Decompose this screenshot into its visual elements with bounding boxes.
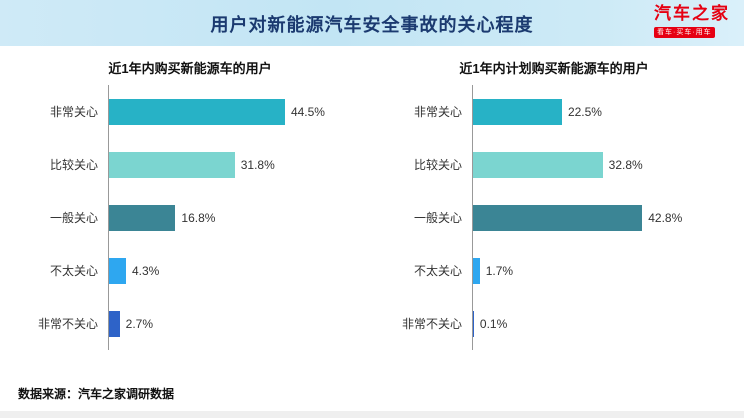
bar-track: 2.7% <box>108 297 366 350</box>
chart-row: 非常关心 22.5% <box>378 85 730 138</box>
bar <box>109 204 176 231</box>
chart-row: 比较关心 32.8% <box>378 138 730 191</box>
value-label: 22.5% <box>567 104 602 119</box>
bar-track: 1.7% <box>472 244 730 297</box>
bottom-strip <box>0 411 744 418</box>
charts-section: 近1年内购买新能源车的用户 非常关心 44.5% 比较关心 31.8% 一般关心 16.8… <box>0 46 744 350</box>
category-label: 不太关心 <box>413 264 462 278</box>
header: 用户对新能源汽车安全事故的关心程度 汽车之家 看车·买车·用车 <box>0 0 744 46</box>
chart-row: 一般关心 42.8% <box>378 191 730 244</box>
chart-row: 不太关心 1.7% <box>378 244 730 297</box>
chart-row: 一般关心 16.8% <box>14 191 366 244</box>
category-label: 一般关心 <box>413 211 462 225</box>
chart-row: 非常关心 44.5% <box>14 85 366 138</box>
category-label: 一般关心 <box>49 211 98 225</box>
chart-row: 非常不关心 0.1% <box>378 297 730 350</box>
chart-row: 比较关心 31.8% <box>14 138 366 191</box>
bar-track: 44.5% <box>108 85 366 138</box>
logo: 汽车之家 看车·买车·用车 <box>654 5 730 38</box>
bar <box>473 98 562 125</box>
category-label: 不太关心 <box>49 264 98 278</box>
brand-text: 汽车之家 <box>654 4 730 23</box>
bar-track: 4.3% <box>108 244 366 297</box>
category-label: 比较关心 <box>413 158 462 172</box>
bar <box>473 257 480 284</box>
category-label: 非常关心 <box>49 105 98 119</box>
value-label: 42.8% <box>648 210 683 225</box>
chart-row: 不太关心 4.3% <box>14 244 366 297</box>
brand-tagline: 看车·买车·用车 <box>654 27 715 38</box>
chart-title: 近1年内计划购买新能源车的用户 <box>459 61 649 76</box>
category-label: 非常不关心 <box>37 317 98 331</box>
bar <box>473 151 603 178</box>
bar <box>473 310 474 337</box>
bar <box>109 151 235 178</box>
chart-title: 近1年内购买新能源车的用户 <box>108 61 272 76</box>
chart-purchased-users: 近1年内购买新能源车的用户 非常关心 44.5% 比较关心 31.8% 一般关心 16.8… <box>8 58 372 350</box>
category-label: 比较关心 <box>49 158 98 172</box>
chart-planned-users: 近1年内计划购买新能源车的用户 非常关心 22.5% 比较关心 32.8% 一般关心 42… <box>372 58 736 350</box>
bar-track: 31.8% <box>108 138 366 191</box>
value-label: 1.7% <box>485 263 514 278</box>
value-label: 2.7% <box>125 316 154 331</box>
chart-row: 非常不关心 2.7% <box>14 297 366 350</box>
chart-rows: 非常关心 22.5% 比较关心 32.8% 一般关心 42.8% 不太关心 1.7% 非常不关心… <box>378 85 730 350</box>
bar-track: 0.1% <box>472 297 730 350</box>
category-label: 非常关心 <box>413 105 462 119</box>
category-label: 非常不关心 <box>401 317 462 331</box>
bar <box>109 98 285 125</box>
value-label: 32.8% <box>608 157 643 172</box>
bar-track: 32.8% <box>472 138 730 191</box>
bar <box>109 310 120 337</box>
bar-track: 22.5% <box>472 85 730 138</box>
value-label: 31.8% <box>240 157 275 172</box>
value-label: 0.1% <box>479 316 508 331</box>
value-label: 4.3% <box>132 263 160 278</box>
bar <box>473 204 643 231</box>
page-title: 用户对新能源汽车安全事故的关心程度 <box>210 15 534 35</box>
data-source-note: 数据来源：汽车之家调研数据 <box>18 387 175 401</box>
chart-rows: 非常关心 44.5% 比较关心 31.8% 一般关心 16.8% 不太关心 4.3% 非常不关心… <box>14 85 366 350</box>
bar <box>109 257 126 284</box>
value-label: 16.8% <box>181 210 216 225</box>
bar-track: 16.8% <box>108 191 366 244</box>
value-label: 44.5% <box>290 104 325 119</box>
bar-track: 42.8% <box>472 191 730 244</box>
